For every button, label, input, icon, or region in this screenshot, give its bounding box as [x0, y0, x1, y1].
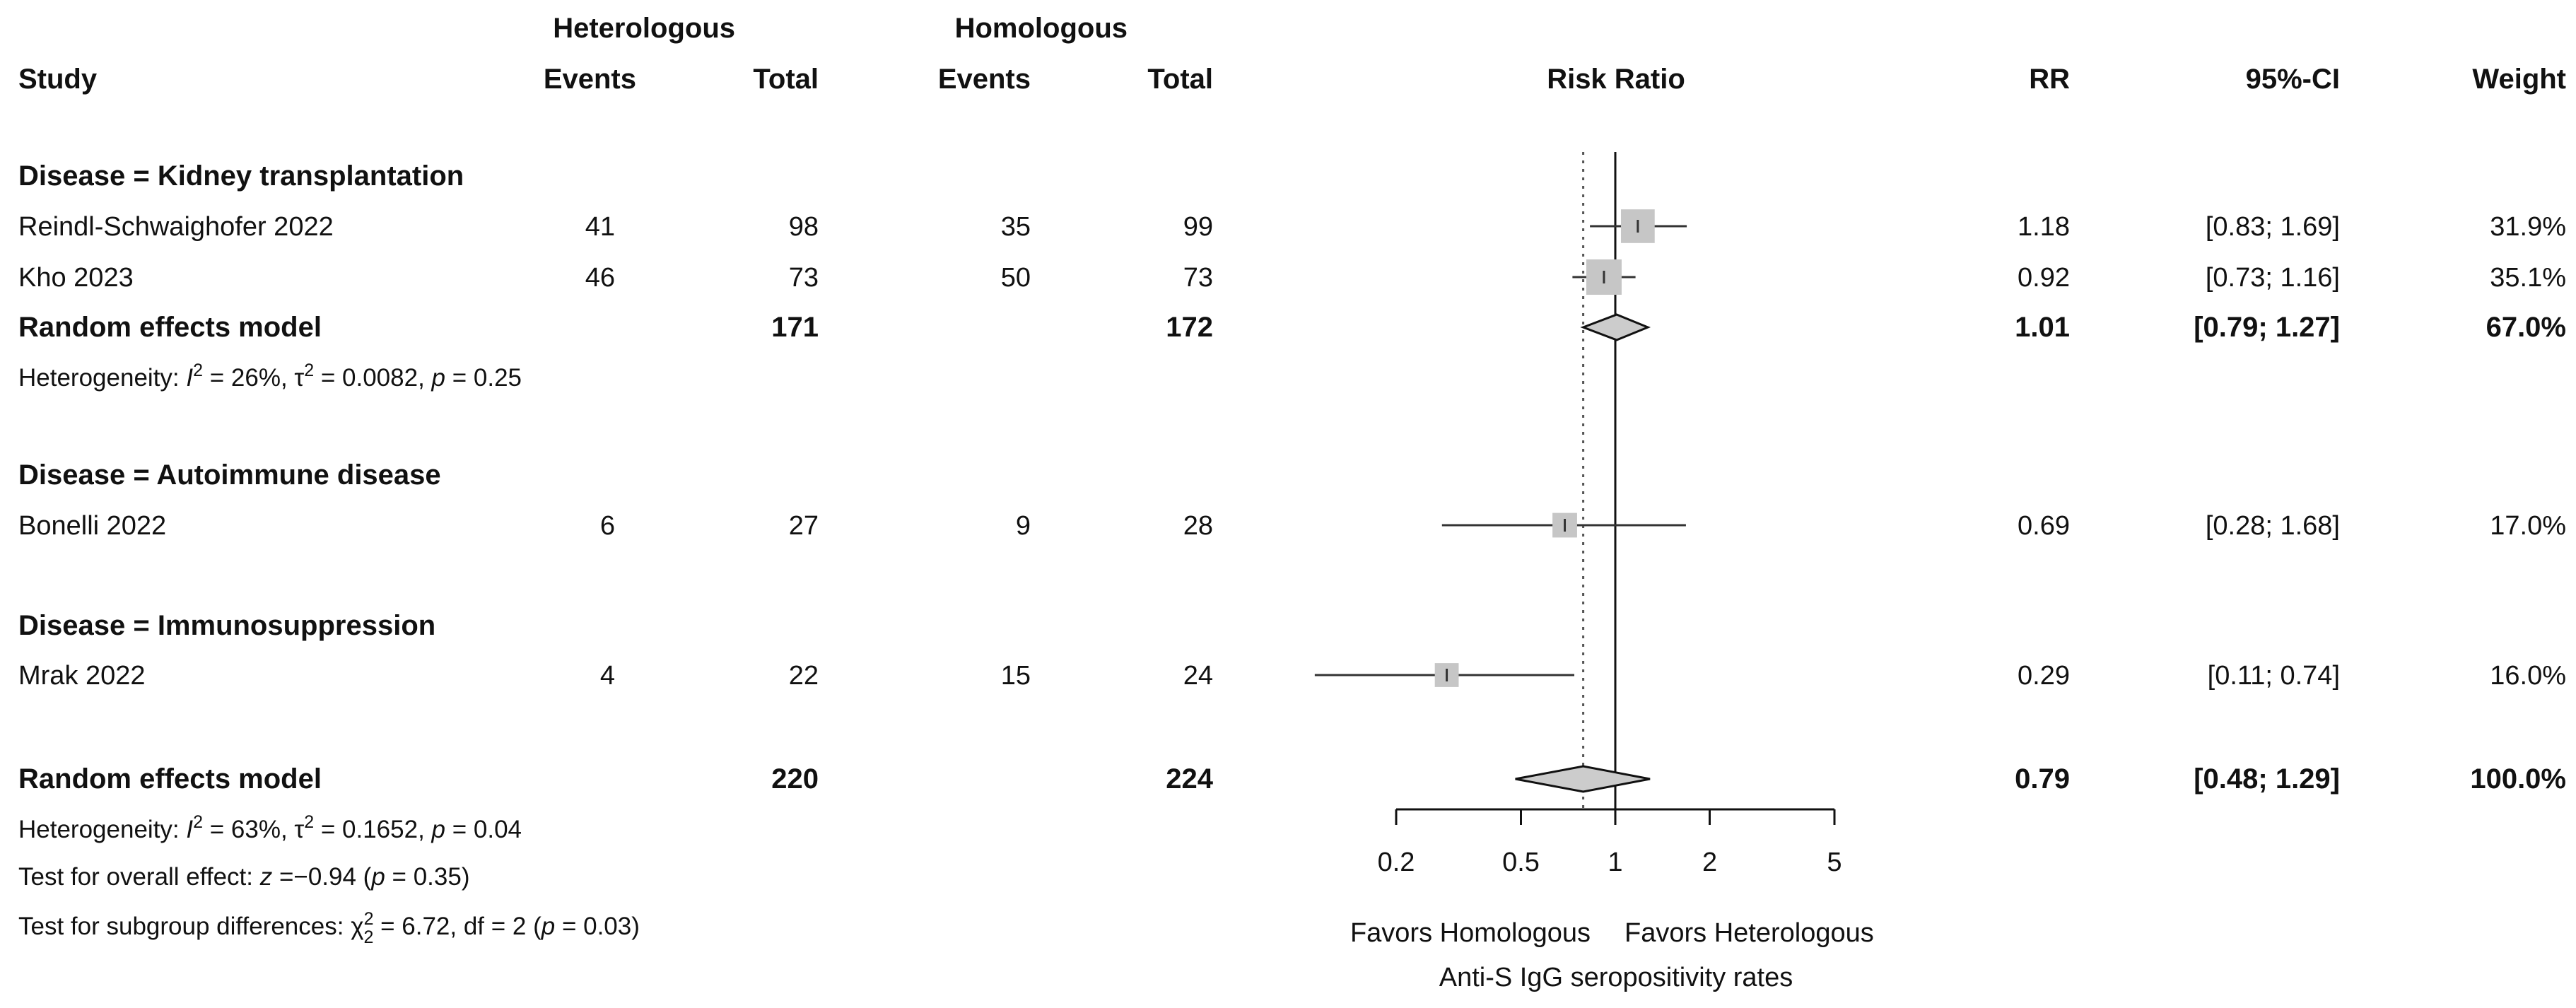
ci-value: [0.11; 0.74] — [2208, 661, 2340, 691]
events-heterologous: 41 — [585, 212, 615, 242]
header-heterologous: Heterologous — [553, 13, 735, 44]
overall-ci: [0.48; 1.29] — [2194, 763, 2340, 795]
weight-value: 17.0% — [2490, 511, 2566, 541]
weight-value: 35.1% — [2490, 263, 2566, 293]
overall-heterogeneity: Heterogeneity: I2 = 63%, τ2 = 0.1652, p … — [18, 812, 522, 843]
forest-marks: 0.2 0.5 1 2 5 — [1314, 152, 1842, 877]
events-heterologous: 6 — [600, 511, 615, 541]
events-heterologous: 4 — [600, 661, 615, 691]
events-homologous: 50 — [1001, 263, 1031, 293]
favors-right-label: Favors Heterologous — [1624, 918, 1874, 948]
study-name: Bonelli 2022 — [18, 511, 166, 541]
overall-total-heterologous: 220 — [771, 763, 819, 795]
total-homologous: 28 — [1183, 511, 1213, 541]
x-tick-label: 0.2 — [1378, 848, 1415, 877]
subgroup-differences-test: Test for subgroup differences: χ2 2 = 6.7… — [18, 909, 640, 947]
events-heterologous: 46 — [585, 263, 615, 293]
x-tick-label: 0.5 — [1502, 848, 1540, 877]
subgroup-ci: [0.79; 1.27] — [2194, 312, 2340, 343]
x-axis-label: Anti-S IgG seropositivity rates — [1439, 963, 1793, 992]
ci-value: [0.73; 1.16] — [2206, 263, 2340, 293]
header-events-2: Events — [938, 64, 1031, 95]
total-heterologous: 73 — [789, 263, 819, 293]
events-homologous: 35 — [1001, 212, 1031, 242]
subgroup-label-kidney: Disease = Kidney transplantation — [18, 160, 464, 192]
total-homologous: 73 — [1183, 263, 1213, 293]
study-name: Reindl-Schwaighofer 2022 — [18, 212, 334, 242]
header-weight: Weight — [2472, 64, 2566, 95]
header-homologous: Homologous — [955, 13, 1128, 44]
header-rr: RR — [2029, 64, 2070, 95]
total-homologous: 24 — [1183, 661, 1213, 691]
overall-total-homologous: 224 — [1166, 763, 1213, 795]
subgroup-heterogeneity: Heterogeneity: I2 = 26%, τ2 = 0.0082, p … — [18, 361, 522, 392]
x-tick-label: 1 — [1608, 848, 1622, 877]
rr-value: 0.69 — [2018, 511, 2070, 541]
subgroup-total-homologous: 172 — [1166, 312, 1213, 343]
subgroup-label-autoimmune: Disease = Autoimmune disease — [18, 459, 441, 491]
events-homologous: 15 — [1001, 661, 1031, 691]
header-total-2: Total — [1147, 64, 1213, 95]
ci-value: [0.28; 1.68] — [2206, 511, 2340, 541]
overall-effect-test: Test for overall effect: z =−0.94 (p = 0… — [18, 863, 469, 891]
overall-weight: 100.0% — [2470, 763, 2566, 795]
header-risk-ratio: Risk Ratio — [1547, 64, 1685, 95]
total-heterologous: 22 — [789, 661, 819, 691]
subgroup-total-heterologous: 171 — [771, 312, 819, 343]
subgroup-summary-label: Random effects model — [18, 312, 322, 343]
weight-value: 16.0% — [2490, 661, 2566, 691]
overall-summary-label: Random effects model — [18, 763, 322, 795]
header-study: Study — [18, 64, 98, 95]
header-ci: 95%-CI — [2246, 64, 2340, 95]
weight-value: 31.9% — [2490, 212, 2566, 242]
ci-value: [0.83; 1.69] — [2206, 212, 2340, 242]
total-heterologous: 98 — [789, 212, 819, 242]
subgroup-rr: 1.01 — [2015, 312, 2070, 343]
x-tick-label: 5 — [1827, 848, 1842, 877]
overall-summary-diamond — [1515, 765, 1651, 793]
subgroup-weight: 67.0% — [2486, 312, 2566, 343]
subgroup-label-immunosuppression: Disease = Immunosuppression — [18, 610, 435, 641]
total-homologous: 99 — [1183, 212, 1213, 242]
overall-rr: 0.79 — [2015, 763, 2070, 795]
rr-value: 0.92 — [2018, 263, 2070, 293]
header-events-1: Events — [544, 64, 636, 95]
header-total-1: Total — [753, 64, 819, 95]
study-name: Kho 2023 — [18, 263, 134, 293]
events-homologous: 9 — [1016, 511, 1031, 541]
total-heterologous: 27 — [789, 511, 819, 541]
subgroup-summary-diamond — [1580, 313, 1651, 341]
rr-value: 0.29 — [2018, 661, 2070, 691]
favors-left-label: Favors Homologous — [1350, 918, 1591, 948]
study-name: Mrak 2022 — [18, 661, 146, 691]
x-tick-label: 2 — [1702, 848, 1717, 877]
rr-value: 1.18 — [2018, 212, 2070, 242]
